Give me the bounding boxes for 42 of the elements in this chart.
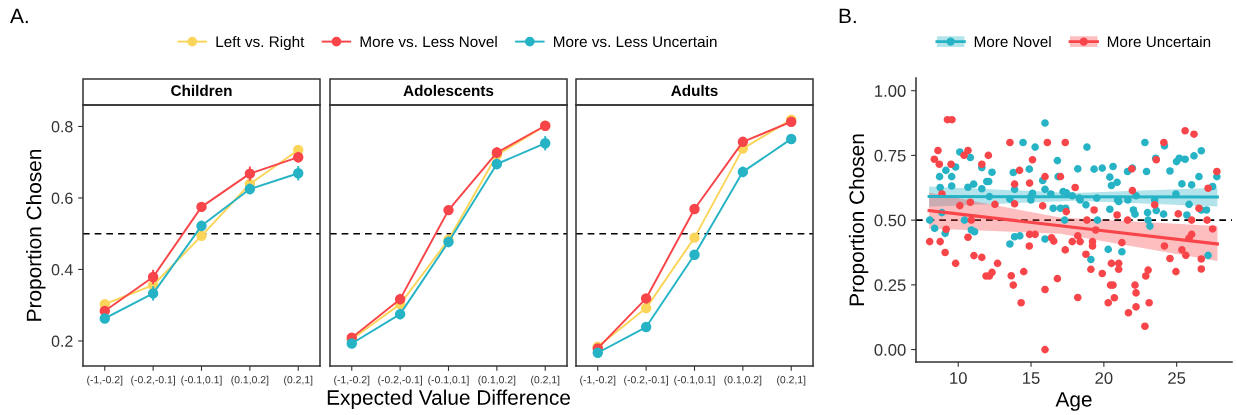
y-tick-label: 0.4 xyxy=(51,264,73,276)
text: A. xyxy=(10,8,28,24)
legend-label: More vs. Less Novel xyxy=(360,35,497,48)
x-tick-label: 25 xyxy=(1168,372,1186,384)
y-axis-title: Proportion Chosen xyxy=(848,134,869,306)
x-tick-label: (0.1,0.2] xyxy=(724,375,762,386)
x-tick-label: (0.2,1] xyxy=(284,375,313,386)
y-tick-label: 1.00 xyxy=(875,85,906,97)
text: B. xyxy=(839,8,856,24)
legend-label: Left vs. Right xyxy=(216,35,305,51)
x-tick-label: (-1,-0.2] xyxy=(87,375,123,386)
x-axis-title: Expected Value Difference xyxy=(327,389,570,410)
y-tick-label: 0.25 xyxy=(874,279,906,292)
legend-label: More vs. Less Uncertain xyxy=(554,35,717,48)
x-tick-label: (-0.2,-0.1] xyxy=(131,375,175,386)
x-tick-label: (-0.1,0.1] xyxy=(181,375,222,386)
x-tick-label: (0.1,0.2] xyxy=(231,375,269,386)
chart-title: Children xyxy=(171,84,232,97)
x-axis-title: Age xyxy=(1055,392,1092,411)
y-tick-label: 0.6 xyxy=(51,192,73,204)
legend-label: More Novel xyxy=(974,35,1051,48)
y-tick-label: 0.75 xyxy=(874,149,906,162)
x-tick-label: 15 xyxy=(1023,372,1040,384)
x-tick-label: (-1,-0.2] xyxy=(334,375,370,386)
chart-title: Adults xyxy=(671,84,718,97)
chart-title: Adolescents xyxy=(403,84,494,97)
y-tick-label: 0.2 xyxy=(51,335,73,347)
x-tick-label: (-0.1,0.1] xyxy=(428,375,469,386)
x-tick-label: (0.1,0.2] xyxy=(478,375,516,386)
y-tick-label: 0.00 xyxy=(874,343,906,356)
legend-label: More Uncertain xyxy=(1107,35,1211,48)
y-tick-label: 0.50 xyxy=(874,214,906,227)
x-tick-label: (-0.2,-0.1] xyxy=(624,375,668,386)
x-tick-label: (-0.1,0.1] xyxy=(674,375,715,386)
x-tick-label: (-0.2,-0.1] xyxy=(378,375,422,386)
x-tick-label: (-1,-0.2] xyxy=(580,375,616,386)
y-axis-title: Proportion Chosen xyxy=(26,149,46,321)
x-tick-label: (0.2,1] xyxy=(777,375,806,386)
x-tick-label: 20 xyxy=(1095,372,1113,384)
x-tick-label: (0.2,1] xyxy=(531,375,560,386)
y-tick-label: 0.8 xyxy=(51,121,73,133)
x-tick-label: 10 xyxy=(950,372,967,384)
